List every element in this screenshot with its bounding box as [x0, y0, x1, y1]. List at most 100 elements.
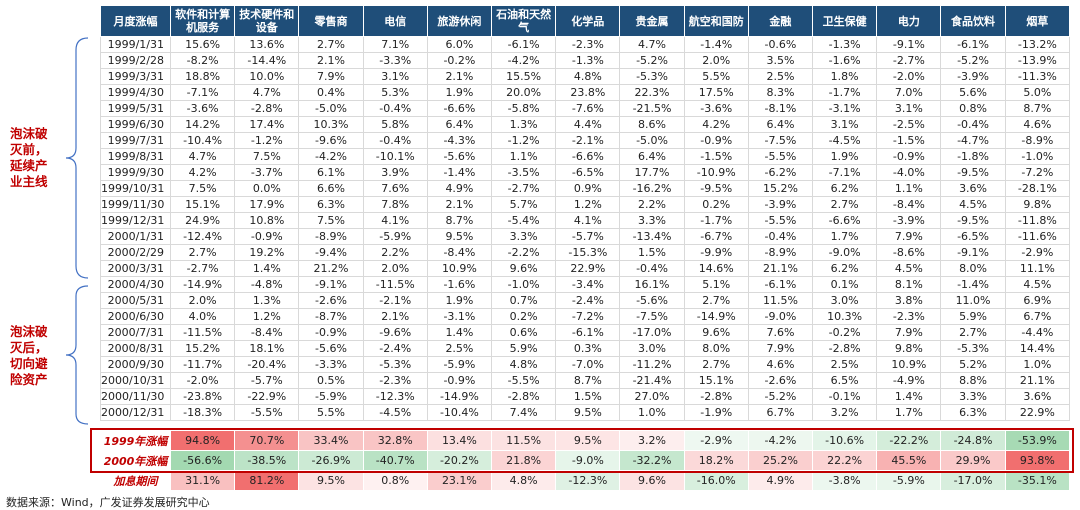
value-cell: 14.2% — [169, 116, 236, 133]
value-cell: -2.6% — [298, 292, 364, 309]
value-cell: 24.9% — [169, 212, 236, 229]
value-cell: -2.7% — [169, 260, 236, 277]
value-cell: -7.2% — [555, 308, 621, 325]
value-cell: -0.9% — [876, 148, 942, 165]
value-cell: -9.5% — [940, 212, 1006, 229]
value-cell: -12.3% — [362, 388, 428, 405]
value-cell: 7.1% — [362, 36, 428, 53]
value-cell: -9.0% — [747, 308, 814, 325]
value-cell: -9.4% — [298, 244, 364, 261]
value-cell: 16.1% — [619, 276, 685, 293]
value-cell: 8.0% — [683, 340, 749, 357]
value-cell: -1.5% — [683, 148, 749, 165]
summary-cell: 81.2% — [234, 470, 300, 491]
value-cell: 15.1% — [683, 372, 749, 389]
value-cell: 2.1% — [298, 52, 364, 69]
value-cell: -3.1% — [812, 100, 878, 117]
value-cell: -9.1% — [298, 276, 364, 293]
header-cell: 食品饮料 — [940, 5, 1006, 37]
value-cell: -6.6% — [555, 148, 621, 165]
value-cell: 2.7% — [169, 244, 236, 261]
value-cell: -8.9% — [298, 228, 364, 245]
value-cell: 3.1% — [362, 68, 428, 85]
table-row: 1999/10/31 7.5% 0.0% 6.6% 7.6% 4.9% -2.7% 0.9% -… — [100, 180, 1071, 197]
value-cell: 11.0% — [940, 292, 1006, 309]
value-cell: 4.6% — [747, 356, 814, 373]
value-cell: -5.5% — [747, 148, 814, 165]
value-cell: 4.4% — [555, 116, 621, 133]
value-cell: -8.6% — [876, 244, 942, 261]
date-cell: 1999/1/31 — [100, 36, 171, 53]
value-cell: 7.9% — [298, 68, 364, 85]
value-cell: 15.5% — [491, 68, 557, 85]
date-cell: 1999/10/31 — [100, 180, 171, 197]
value-cell: 2.7% — [940, 324, 1006, 341]
value-cell: 7.6% — [747, 324, 814, 341]
date-cell: 2000/6/30 — [100, 308, 171, 325]
value-cell: 4.7% — [234, 84, 300, 101]
value-cell: -2.3% — [876, 308, 942, 325]
summary-cell: 22.2% — [812, 450, 878, 471]
value-cell: 10.3% — [812, 308, 878, 325]
value-cell: 20.0% — [491, 84, 557, 101]
value-cell: 17.5% — [683, 84, 749, 101]
value-cell: -6.6% — [426, 100, 493, 117]
summary-cell: 31.1% — [169, 470, 236, 491]
value-cell: -0.4% — [362, 100, 428, 117]
date-cell: 1999/12/31 — [100, 212, 171, 229]
value-cell: 21.1% — [1004, 372, 1071, 389]
value-cell: -7.2% — [1004, 164, 1071, 181]
date-cell: 2000/11/30 — [100, 388, 171, 405]
value-cell: 7.4% — [491, 404, 557, 421]
value-cell: -5.8% — [491, 100, 557, 117]
value-cell: 0.3% — [555, 340, 621, 357]
value-cell: -10.4% — [426, 404, 493, 421]
summary-row: 加息期间 31.1% 81.2% 9.5% 0.8% 23.1% 4.8% -12.3% 9.6… — [100, 470, 1071, 491]
value-cell: -2.1% — [362, 292, 428, 309]
footer: 数据来源：Wind，广发证券发展研究中心 — [6, 496, 210, 509]
value-cell: -12.4% — [169, 228, 236, 245]
value-cell: 7.0% — [876, 84, 942, 101]
value-cell: -17.0% — [619, 324, 685, 341]
value-cell: 1.9% — [426, 292, 493, 309]
value-cell: 22.9% — [555, 260, 621, 277]
value-cell: -5.6% — [426, 148, 493, 165]
value-cell: -2.1% — [555, 132, 621, 149]
value-cell: -2.8% — [683, 388, 749, 405]
value-cell: -21.4% — [619, 372, 685, 389]
value-cell: 2.1% — [426, 68, 493, 85]
table-row: 1999/5/31 -3.6% -2.8% -5.0% -0.4% -6.6% -5.8% -… — [100, 100, 1071, 117]
value-cell: -0.9% — [234, 228, 300, 245]
value-cell: 9.8% — [1004, 196, 1071, 213]
value-cell: -0.1% — [812, 388, 878, 405]
value-cell: -8.4% — [876, 196, 942, 213]
value-cell: -1.0% — [491, 276, 557, 293]
value-cell: -8.9% — [747, 244, 814, 261]
date-cell: 1999/3/31 — [100, 68, 171, 85]
value-cell: 4.6% — [1004, 116, 1071, 133]
value-cell: -1.4% — [940, 276, 1006, 293]
value-cell: -2.7% — [876, 52, 942, 69]
summary-cell: -24.8% — [940, 430, 1006, 451]
summary-cell: -3.8% — [812, 470, 878, 491]
value-cell: -3.1% — [426, 308, 493, 325]
value-cell: -0.9% — [683, 132, 749, 149]
value-cell: 1.1% — [876, 180, 942, 197]
value-cell: 6.7% — [1004, 308, 1071, 325]
value-cell: -1.2% — [491, 132, 557, 149]
value-cell: -18.3% — [169, 404, 236, 421]
value-cell: -6.6% — [812, 212, 878, 229]
value-cell: -6.1% — [555, 324, 621, 341]
value-cell: 1.3% — [234, 292, 300, 309]
value-cell: -10.1% — [362, 148, 428, 165]
table-row: 1999/11/30 15.1% 17.9% 6.3% 7.8% 2.1% 5.7% 1.2%… — [100, 196, 1071, 213]
value-cell: -5.3% — [940, 340, 1006, 357]
summary-cell: 33.4% — [298, 430, 364, 451]
value-cell: 3.1% — [812, 116, 878, 133]
value-cell: -15.3% — [555, 244, 621, 261]
value-cell: -5.9% — [362, 228, 428, 245]
value-cell: 7.9% — [876, 228, 942, 245]
value-cell: -5.5% — [234, 404, 300, 421]
value-cell: -9.5% — [683, 180, 749, 197]
value-cell: 14.6% — [683, 260, 749, 277]
